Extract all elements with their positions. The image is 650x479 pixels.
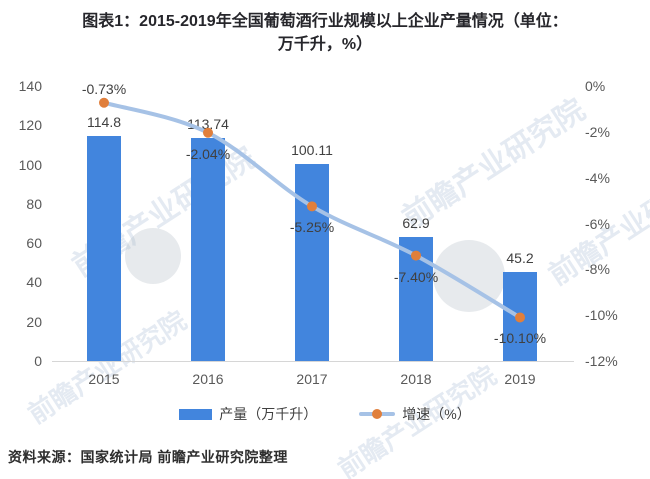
growth-value-label: -2.04% — [185, 145, 231, 162]
legend: 产量（万千升） 增速（%） — [0, 404, 650, 424]
bar-2018 — [399, 237, 433, 361]
chart-title-line1: 图表1：2015-2019年全国葡萄酒行业规模以上企业产量情况（单位： — [82, 13, 568, 30]
y-axis-right-tick: -12% — [585, 353, 618, 369]
legend-line-swatch-icon — [359, 409, 396, 419]
source-note: 资料来源：国家统计局 前瞻产业研究院整理 — [8, 449, 288, 465]
bar-2017 — [295, 164, 329, 361]
growth-value-label: -7.40% — [393, 268, 439, 285]
x-axis-label-2019: 2019 — [504, 371, 536, 387]
y-axis-left-tick: 60 — [26, 235, 42, 252]
y-axis-left-tick: 100 — [18, 156, 42, 173]
y-axis-left-tick: 120 — [18, 117, 42, 134]
bar-value-label: 114.8 — [87, 113, 121, 130]
x-axis-line — [52, 361, 574, 362]
bar-value-label: 45.2 — [506, 250, 534, 267]
y-axis-right-tick: -2% — [585, 123, 610, 140]
bar-value-label: 62.9 — [402, 215, 430, 232]
y-axis-right-tick: -10% — [585, 307, 618, 324]
x-axis-label-2016: 2016 — [192, 371, 224, 387]
y-axis-right-tick: 0% — [585, 78, 606, 94]
bar-value-label: 100.11 — [291, 142, 333, 159]
y-axis-right-tick: -8% — [585, 261, 610, 278]
y-axis-right-tick: -4% — [585, 169, 610, 186]
growth-marker-icon — [99, 97, 109, 108]
legend-line-label: 增速（%） — [402, 406, 471, 422]
legend-line-dot-icon — [372, 409, 383, 419]
watermark-logo — [125, 228, 181, 284]
x-axis-label-2018: 2018 — [400, 371, 432, 387]
y-axis-left-tick: 40 — [26, 274, 42, 291]
growth-value-label: -5.25% — [289, 219, 335, 236]
chart-title: 图表1：2015-2019年全国葡萄酒行业规模以上企业产量情况（单位： 万千升，… — [0, 10, 650, 56]
bar-2015 — [87, 135, 121, 361]
growth-value-label: -10.10% — [493, 330, 547, 347]
y-axis-left-tick: 140 — [18, 78, 42, 94]
x-axis-label-2015: 2015 — [88, 371, 120, 387]
bar-2016 — [191, 137, 225, 361]
y-axis-left-tick: 0 — [34, 353, 42, 369]
x-axis-label-2017: 2017 — [296, 371, 328, 387]
legend-bar-label: 产量（万千升） — [219, 406, 318, 422]
y-axis-left-tick: 20 — [26, 313, 42, 330]
bar-2019 — [503, 272, 537, 361]
bar-value-label: 113.74 — [187, 115, 229, 132]
y-axis-left-tick: 80 — [26, 195, 42, 212]
legend-item-production: 产量（万千升） — [179, 404, 317, 424]
legend-item-growth: 增速（%） — [359, 404, 471, 424]
watermark-text: 前瞻产业研究院 — [396, 93, 591, 236]
chart-title-line2: 万千升，%） — [277, 36, 373, 53]
legend-bar-swatch-icon — [179, 408, 213, 420]
y-axis-right-tick: -6% — [585, 215, 610, 232]
growth-value-label: -0.73% — [81, 80, 127, 97]
